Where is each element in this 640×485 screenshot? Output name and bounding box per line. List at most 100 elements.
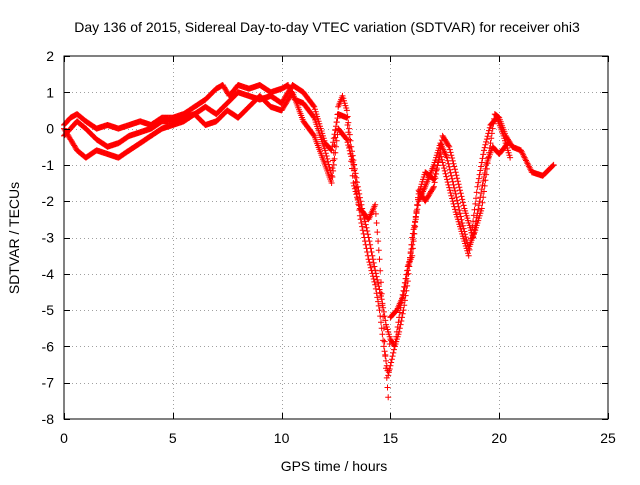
- data-point: [346, 145, 353, 151]
- data-point: [388, 356, 395, 363]
- data-point: [387, 362, 394, 369]
- y-tick-label: -8: [42, 411, 55, 427]
- data-point: [456, 184, 463, 191]
- data-point: [378, 279, 384, 286]
- data-point: [449, 157, 456, 164]
- data-point: [373, 220, 380, 226]
- data-point: [370, 276, 377, 282]
- data-point: [435, 158, 442, 165]
- data-point: [473, 214, 480, 221]
- data-point: [380, 313, 387, 320]
- data-point: [449, 195, 456, 202]
- data-point: [401, 279, 408, 286]
- data-point: [345, 129, 352, 136]
- data-point: [445, 181, 452, 188]
- x-axis-label: GPS time / hours: [281, 458, 388, 474]
- data-point: [390, 349, 397, 356]
- data-point: [372, 285, 379, 292]
- data-point: [375, 238, 382, 245]
- x-tick-label: 15: [383, 430, 399, 446]
- data-point: [453, 194, 460, 201]
- y-tick-label: -2: [42, 193, 55, 209]
- data-point: [520, 153, 527, 160]
- data-point: [441, 167, 448, 174]
- data-point: [444, 176, 450, 183]
- data-point: [475, 202, 482, 209]
- data-point: [361, 234, 368, 241]
- data-point: [396, 309, 403, 316]
- data-point: [367, 261, 374, 268]
- data-point: [381, 348, 388, 355]
- data-point: [412, 216, 419, 223]
- data-point: [448, 192, 455, 199]
- data-point: [477, 167, 484, 174]
- data-point: [399, 291, 406, 298]
- data-point: [432, 175, 439, 182]
- data-point: [392, 338, 399, 345]
- data-point: [346, 125, 353, 132]
- data-point: [452, 187, 458, 194]
- data-point: [329, 174, 336, 180]
- data-point: [430, 184, 437, 191]
- data-point: [398, 299, 405, 306]
- data-point: [434, 162, 441, 169]
- data-point: [362, 218, 368, 225]
- data-point: [477, 194, 484, 201]
- data-point: [449, 175, 456, 182]
- data-point: [430, 183, 437, 190]
- data-point: [457, 190, 464, 197]
- y-tick-label: -3: [42, 230, 55, 246]
- data-point: [373, 290, 380, 297]
- data-point: [396, 314, 403, 321]
- data-point: [345, 142, 352, 149]
- data-point: [393, 328, 400, 335]
- data-point: [485, 130, 492, 137]
- data-point: [488, 135, 495, 142]
- data-point: [365, 256, 372, 263]
- data-point: [478, 190, 485, 197]
- data-point: [475, 175, 482, 182]
- data-point: [354, 195, 361, 202]
- data-point: [474, 210, 481, 217]
- data-point: [378, 290, 385, 297]
- data-point: [457, 210, 463, 217]
- data-point: [475, 206, 482, 213]
- data-point: [486, 124, 493, 131]
- data-point: [376, 307, 383, 314]
- data-point: [446, 187, 453, 194]
- data-point: [375, 247, 382, 254]
- data-point: [368, 267, 375, 274]
- data-point: [409, 241, 416, 248]
- data-point: [465, 252, 472, 259]
- data-point: [454, 178, 461, 185]
- data-point: [363, 224, 370, 231]
- data-point: [479, 182, 486, 189]
- data-point: [409, 245, 416, 252]
- data-point: [437, 151, 444, 157]
- y-axis-label: SDTVAR / TECUs: [6, 182, 22, 294]
- data-point: [412, 223, 419, 230]
- data-point: [489, 125, 496, 132]
- y-tick-label: 0: [46, 121, 54, 137]
- data-point: [379, 302, 386, 309]
- data-point: [374, 229, 381, 236]
- data-point: [369, 270, 376, 277]
- data-point: [436, 149, 443, 156]
- data-point: [481, 144, 488, 151]
- data-point: [438, 141, 445, 148]
- data-point: [445, 160, 452, 167]
- data-point: [413, 209, 420, 216]
- data-point: [444, 179, 451, 186]
- data-point: [411, 224, 418, 231]
- data-point: [351, 173, 358, 180]
- data-point: [401, 283, 408, 290]
- data-point: [349, 159, 356, 166]
- data-point: [325, 158, 331, 165]
- data-point: [445, 142, 452, 149]
- data-point: [376, 256, 383, 263]
- data-point: [372, 281, 379, 288]
- data-point: [384, 384, 391, 391]
- data-point: [382, 317, 389, 324]
- data-point: [333, 137, 340, 144]
